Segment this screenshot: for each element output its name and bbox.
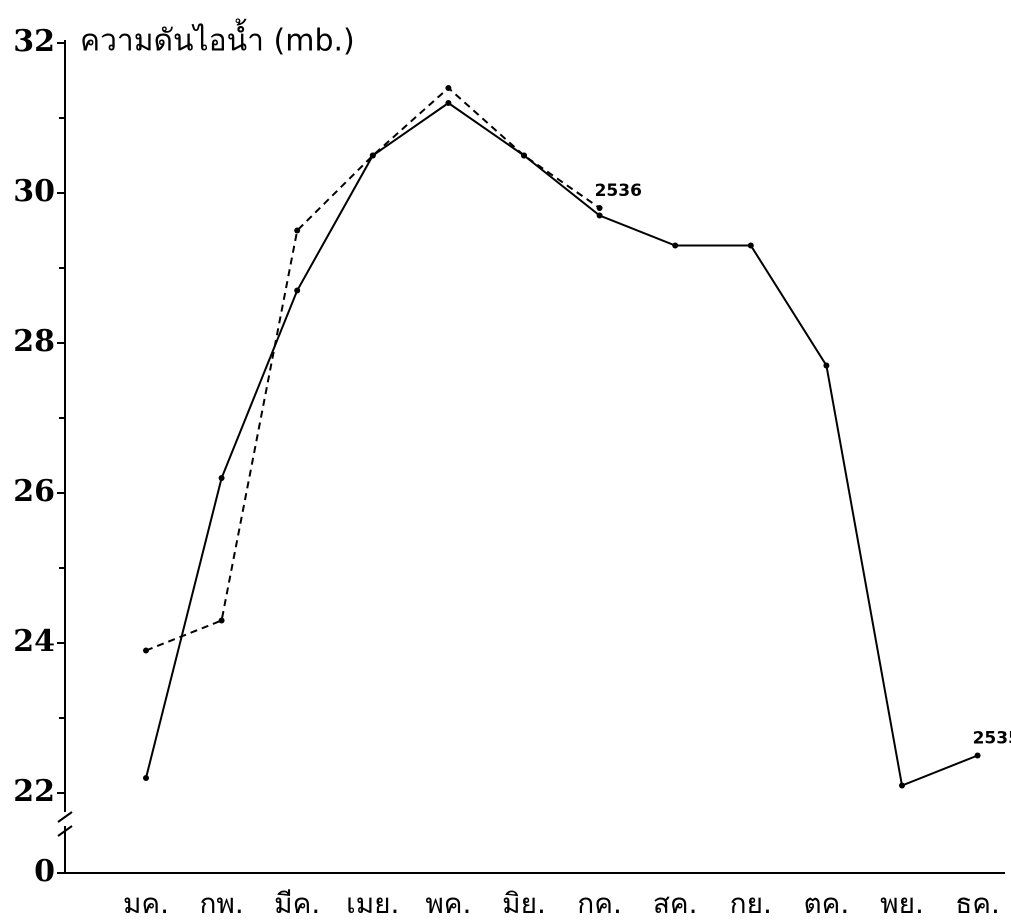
x-tick-label: พค. bbox=[425, 887, 471, 920]
series-label: 2536 bbox=[595, 181, 642, 201]
x-tick-label: ตค. bbox=[803, 887, 849, 920]
y-tick-label: 28 bbox=[13, 324, 55, 359]
data-point bbox=[369, 152, 376, 159]
data-point bbox=[596, 205, 603, 211]
x-tick-label: กค. bbox=[577, 887, 622, 920]
y-tick-label: 32 bbox=[13, 24, 55, 59]
chart-title: ความดันไอน้ำ (mb.) bbox=[80, 19, 355, 59]
data-point bbox=[899, 782, 905, 789]
y-tick-label: 24 bbox=[13, 624, 55, 659]
series-line bbox=[145, 101, 978, 787]
data-point bbox=[596, 212, 603, 219]
x-tick-label: มิย. bbox=[502, 887, 546, 920]
data-point bbox=[143, 775, 149, 781]
y-tick-label: 0 bbox=[34, 854, 55, 889]
data-point bbox=[218, 617, 225, 624]
x-tick-label: เมย. bbox=[346, 887, 399, 920]
data-point bbox=[445, 100, 452, 106]
data-point bbox=[445, 85, 452, 91]
data-point bbox=[143, 647, 149, 654]
series-line bbox=[145, 86, 601, 652]
data-point bbox=[521, 152, 527, 159]
data-point bbox=[747, 242, 754, 249]
data-point bbox=[218, 475, 225, 481]
x-tick-label: สค. bbox=[653, 887, 698, 920]
x-tick-label: กพ. bbox=[199, 887, 243, 920]
data-point bbox=[672, 242, 679, 249]
x-tick-label: กย. bbox=[730, 887, 772, 920]
y-tick-label: 22 bbox=[13, 774, 55, 809]
x-tick-label: มีค. bbox=[274, 887, 320, 920]
x-tick-label: พย. bbox=[880, 887, 924, 920]
x-tick-label: มค. bbox=[123, 887, 169, 920]
data-point bbox=[294, 227, 301, 234]
series-label: 2535 bbox=[973, 729, 1011, 749]
x-tick-label: ธค. bbox=[955, 887, 1000, 920]
data-point bbox=[974, 752, 981, 759]
y-tick-label: 30 bbox=[13, 174, 55, 209]
y-tick-label: 26 bbox=[13, 474, 55, 509]
data-point bbox=[294, 287, 301, 294]
data-point bbox=[823, 362, 830, 369]
